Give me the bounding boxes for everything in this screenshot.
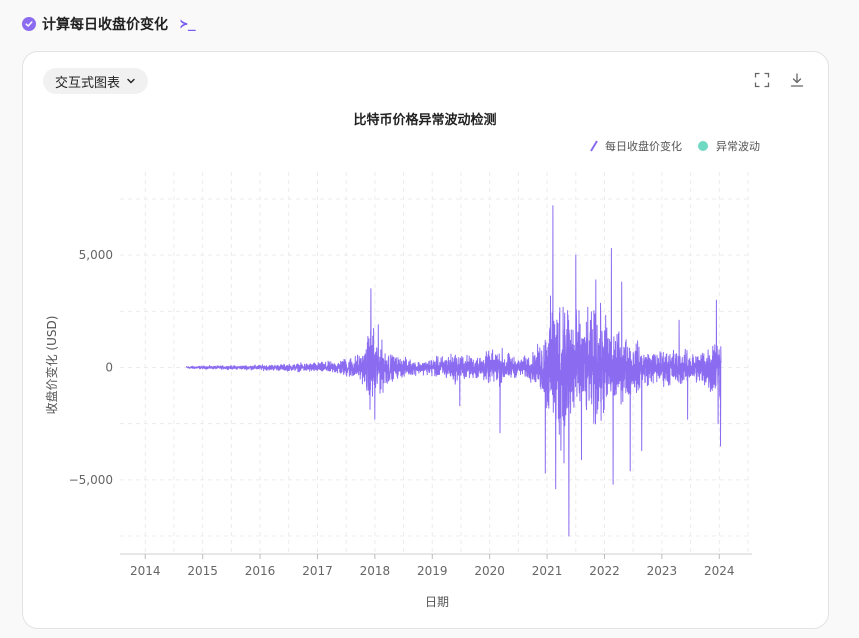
chart-type-dropdown[interactable]: 交互式图表 [43, 68, 149, 94]
x-tick-label: 2017 [302, 564, 333, 578]
series-line-daily-change [186, 205, 722, 537]
chevron-down-icon [127, 78, 135, 84]
legend-label-anomaly: 异常波动 [716, 140, 760, 153]
x-tick-label: 2014 [130, 564, 161, 578]
x-tick-label: 2020 [474, 564, 505, 578]
terminal-icon[interactable]: ≻_ [180, 16, 196, 32]
x-ticks: 2014 2015 2016 2017 2018 2019 2020 2021 2022 2023… [130, 554, 735, 578]
x-tick-label: 2024 [704, 564, 735, 578]
legend-label-change: 每日收盘价变化 [605, 139, 682, 153]
x-tick-label: 2019 [417, 564, 448, 578]
chart-title: 比特币价格异常波动检测 [353, 112, 496, 128]
y-tick-label: −5,000 [69, 473, 113, 487]
x-tick-label: 2023 [647, 564, 678, 578]
chart-type-label: 交互式图表 [55, 75, 121, 91]
fullscreen-button[interactable] [752, 70, 772, 90]
check-icon [22, 17, 36, 31]
y-axis-label: 收盘价变化 (USD) [44, 316, 59, 415]
legend-line-swatch [590, 140, 598, 152]
y-tick-label: 5,000 [79, 248, 113, 262]
download-icon [790, 73, 804, 87]
y-tick-label: 0 [105, 360, 113, 374]
chart-card: 交互式图表 [22, 51, 829, 629]
x-tick-label: 2022 [589, 564, 620, 578]
x-tick-label: 2015 [187, 564, 218, 578]
x-tick-label: 2021 [532, 564, 563, 578]
download-button[interactable] [787, 70, 807, 90]
legend-dot-swatch [698, 141, 708, 151]
x-axis-label: 日期 [425, 595, 449, 609]
y-ticks: 5,000 0 −5,000 [69, 248, 113, 487]
fullscreen-icon [754, 72, 770, 88]
x-tick-label: 2018 [360, 564, 391, 578]
step-header: 计算每日收盘价变化 ≻_ [22, 14, 196, 34]
legend: 每日收盘价变化 异常波动 [590, 139, 760, 153]
x-tick-label: 2016 [245, 564, 276, 578]
step-title: 计算每日收盘价变化 [42, 17, 168, 33]
